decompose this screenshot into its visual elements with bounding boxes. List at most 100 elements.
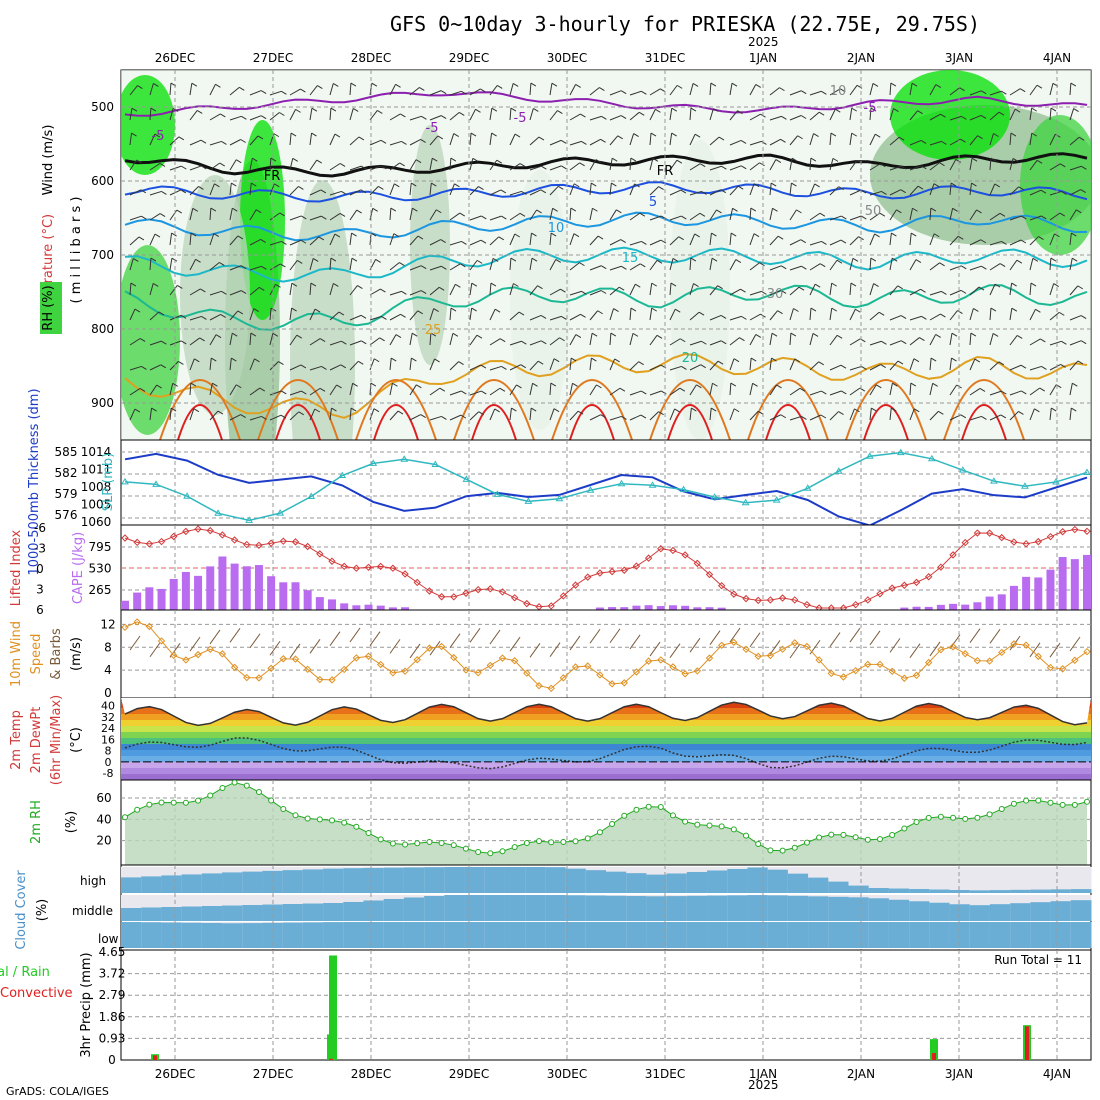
- wind-barb: [369, 337, 380, 346]
- wind-barb-flag: [994, 283, 1001, 288]
- wind-barb: [329, 257, 332, 271]
- wind-barb-flag: [1030, 282, 1037, 287]
- wind-barb-flag: [692, 82, 699, 87]
- wind-barb: [789, 239, 801, 246]
- wind-barb-flag: [1077, 360, 1084, 365]
- wind-barb-flag: [401, 290, 407, 295]
- wind-barb: [609, 209, 617, 221]
- cape-bar: [145, 587, 154, 610]
- wind-barb: [309, 108, 313, 121]
- cape-bar: [985, 596, 994, 610]
- wind-barb-flag: [521, 340, 527, 345]
- slp-point: [927, 454, 936, 462]
- wind-barb: [929, 290, 942, 296]
- wind-barb: [329, 384, 338, 396]
- wind-barb-flag: [681, 366, 687, 370]
- cloud-cell: [504, 922, 526, 948]
- wind-barb: [229, 358, 232, 371]
- wind-barb: [149, 190, 162, 196]
- wind-barb: [989, 90, 1002, 96]
- cloud-cell: [565, 895, 587, 921]
- wind-barb: [909, 165, 922, 171]
- wind-barb: [749, 262, 760, 271]
- contour-label: 15: [622, 251, 639, 266]
- wind-speed-point: [510, 657, 519, 665]
- rh2m-point: [718, 823, 725, 830]
- p3-left-tick: 6: [36, 603, 44, 617]
- wind-barb-flag: [932, 382, 938, 387]
- precip-conv-bar: [153, 1055, 157, 1060]
- wind-barb-flag: [221, 290, 227, 295]
- wind-barb: [469, 334, 478, 346]
- wind-barb: [849, 159, 858, 171]
- slp-point: [772, 496, 781, 503]
- rh2m-point: [1035, 797, 1042, 804]
- wind-barb-flag: [732, 207, 738, 212]
- wind-barb: [169, 361, 179, 371]
- surface-arch-hot: [569, 404, 615, 440]
- wind-barb: [929, 162, 940, 171]
- rh2m-point: [864, 836, 871, 843]
- wind-barb: [589, 290, 602, 296]
- cape-bar: [376, 605, 385, 610]
- wind-barb: [249, 90, 262, 96]
- cloud-cell: [767, 895, 789, 921]
- top-date-label: 26DEC: [155, 51, 195, 65]
- wind-barb: [189, 382, 192, 396]
- wind-barb-flag: [630, 157, 637, 162]
- rh2m-point: [998, 806, 1005, 813]
- wind-barb-flag: [341, 191, 347, 195]
- wind-barb: [129, 85, 138, 96]
- cloud-cell: [464, 867, 486, 893]
- wind-barb-flag: [999, 263, 1006, 268]
- wind-barb: [1009, 158, 1014, 171]
- wind-barb-flag: [1021, 390, 1027, 395]
- wind-barb-flag: [1060, 364, 1066, 368]
- wind-barb: [129, 108, 133, 121]
- lifted-point: [523, 599, 531, 608]
- wind-barb-flag: [658, 186, 664, 191]
- contour-label: 10: [548, 221, 565, 236]
- wind-barb-flag: [420, 265, 427, 270]
- wind-barb: [969, 387, 981, 396]
- wind-barb-flag: [971, 157, 978, 162]
- wind-barb-flag: [950, 182, 957, 187]
- wind-barb: [149, 283, 154, 296]
- wind-barb: [489, 108, 493, 121]
- wind-barb-flag: [281, 390, 287, 395]
- p4-label-1: 10m Wind: [9, 621, 24, 687]
- cloud-cell: [868, 922, 890, 948]
- wind-barb-flag: [836, 259, 843, 264]
- wind-barb-flag: [1041, 215, 1047, 220]
- cloud-cell: [484, 895, 506, 921]
- rh2m-point: [913, 819, 920, 826]
- rh2m-point: [280, 805, 287, 812]
- wind-barb: [629, 157, 632, 171]
- wind-barb-flag: [913, 408, 920, 413]
- rh2m-point: [146, 801, 153, 808]
- cloud-cell: [525, 867, 546, 893]
- wind-barb-flag: [220, 313, 226, 318]
- wind-barb-flag: [453, 133, 459, 138]
- wind-barb: [149, 364, 162, 371]
- wind-barb: [129, 408, 136, 421]
- wind-barb-flag: [679, 338, 686, 343]
- lifted-point: [742, 594, 750, 603]
- cape-bar: [181, 571, 190, 610]
- slp-point: [834, 467, 843, 474]
- wind-barb: [889, 408, 892, 421]
- wind-barb-flag: [1061, 191, 1067, 195]
- wind-barb-flag: [819, 212, 826, 217]
- wind-barb-flag: [170, 407, 177, 412]
- p8-ytick: 0.93: [99, 1031, 126, 1045]
- wind-barb: [189, 233, 192, 246]
- wind-barb-flag: [772, 207, 778, 212]
- rh2m-point: [633, 806, 640, 813]
- cloud-cell: [585, 922, 607, 948]
- rh2m-point: [353, 823, 360, 830]
- p6-label-unit: (%): [64, 811, 79, 834]
- wind-barb: [789, 158, 793, 171]
- cape-bar: [169, 578, 178, 610]
- wind-barb: [429, 332, 432, 346]
